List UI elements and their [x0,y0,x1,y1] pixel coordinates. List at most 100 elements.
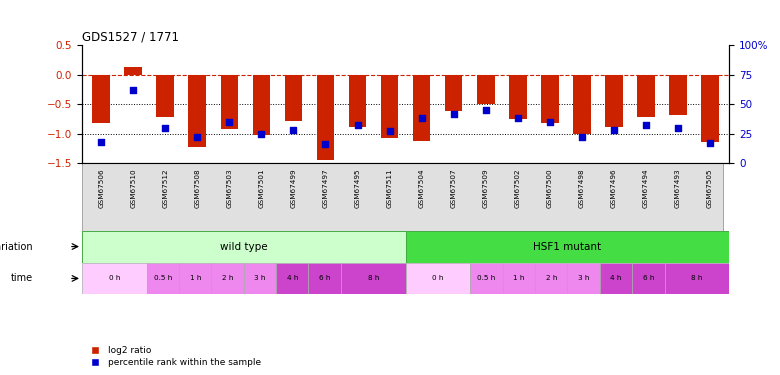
Text: GSM67501: GSM67501 [258,168,264,208]
Point [383,128,395,134]
Point [191,134,204,140]
Bar [573,75,590,134]
Text: 8 h: 8 h [367,276,379,281]
Text: wild type: wild type [220,242,268,252]
Point [512,115,524,121]
Bar [445,75,463,111]
Point [448,111,460,117]
Point [544,119,556,125]
Text: GSM67499: GSM67499 [290,168,296,208]
Text: 4 h: 4 h [286,276,298,281]
Text: 1 h: 1 h [513,276,525,281]
Bar [637,75,654,117]
Text: 0.5 h: 0.5 h [154,276,172,281]
Text: 2 h: 2 h [222,276,233,281]
Text: GSM67512: GSM67512 [162,168,168,208]
FancyBboxPatch shape [470,262,503,294]
FancyBboxPatch shape [179,262,211,294]
Text: 3 h: 3 h [578,276,590,281]
Bar [124,68,142,75]
Bar [541,75,558,123]
Text: GSM67493: GSM67493 [675,168,681,208]
FancyBboxPatch shape [82,262,147,294]
Point [255,130,268,136]
Point [159,124,172,131]
FancyBboxPatch shape [243,262,276,294]
Text: GSM67507: GSM67507 [451,168,456,208]
Bar [509,75,526,119]
FancyBboxPatch shape [633,262,665,294]
Point [480,107,492,113]
Text: GSM67497: GSM67497 [322,168,328,208]
Bar [92,75,110,123]
Point [319,141,332,147]
Text: HSF1 mutant: HSF1 mutant [534,242,601,252]
FancyBboxPatch shape [665,262,729,294]
Text: GSM67504: GSM67504 [419,168,424,208]
FancyBboxPatch shape [82,231,406,262]
Text: GSM67508: GSM67508 [194,168,200,208]
Text: 4 h: 4 h [610,276,622,281]
Point [223,119,236,125]
Point [127,87,140,93]
FancyBboxPatch shape [211,262,243,294]
FancyBboxPatch shape [276,262,309,294]
Text: GSM67510: GSM67510 [130,168,136,208]
Point [95,139,108,145]
Bar [157,75,174,117]
Bar [349,75,367,126]
Text: 1 h: 1 h [190,276,201,281]
Point [608,127,620,133]
Bar [317,75,335,160]
FancyBboxPatch shape [600,262,633,294]
Bar [285,75,302,121]
Point [704,140,716,146]
Bar [477,75,495,104]
Text: 6 h: 6 h [319,276,331,281]
Text: GSM67498: GSM67498 [579,168,585,208]
Bar [189,75,206,147]
Text: genotype/variation: genotype/variation [0,242,34,252]
Point [576,134,588,140]
Bar [701,75,719,142]
Text: 6 h: 6 h [643,276,654,281]
FancyBboxPatch shape [406,231,729,262]
Text: GSM67502: GSM67502 [515,168,521,208]
Text: GSM67509: GSM67509 [483,168,489,208]
Bar [221,75,238,129]
Text: GSM67496: GSM67496 [611,168,617,208]
Text: GSM67505: GSM67505 [707,168,713,208]
FancyBboxPatch shape [82,163,723,231]
Text: GSM67506: GSM67506 [98,168,104,208]
Text: 0 h: 0 h [432,276,444,281]
Legend: log2 ratio, percentile rank within the sample: log2 ratio, percentile rank within the s… [87,346,261,367]
Bar [605,75,622,126]
Bar [381,75,399,138]
FancyBboxPatch shape [406,262,470,294]
Text: 3 h: 3 h [254,276,266,281]
FancyBboxPatch shape [147,262,179,294]
Text: 0.5 h: 0.5 h [477,276,495,281]
Text: GSM67494: GSM67494 [643,168,649,208]
Point [416,115,428,121]
Point [351,122,363,128]
Point [672,124,684,131]
FancyBboxPatch shape [309,262,341,294]
FancyBboxPatch shape [535,262,568,294]
Text: 0 h: 0 h [108,276,120,281]
Bar [413,75,431,141]
Text: GDS1527 / 1771: GDS1527 / 1771 [82,31,179,44]
Point [640,122,652,128]
FancyBboxPatch shape [503,262,535,294]
Text: GSM67500: GSM67500 [547,168,553,208]
Bar [669,75,687,115]
Bar [253,75,270,135]
Text: GSM67495: GSM67495 [355,168,360,208]
Text: GSM67511: GSM67511 [387,168,392,208]
FancyBboxPatch shape [341,262,406,294]
FancyBboxPatch shape [568,262,600,294]
Text: time: time [11,273,34,284]
Text: GSM67503: GSM67503 [226,168,232,208]
Text: 8 h: 8 h [691,276,703,281]
Point [287,127,300,133]
